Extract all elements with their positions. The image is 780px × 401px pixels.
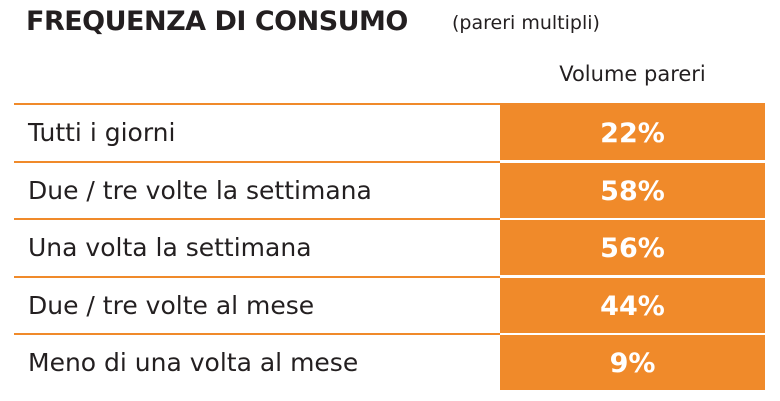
column-header: Volume pareri <box>559 62 706 86</box>
table-row: Una volta la settimana 56% <box>14 218 765 275</box>
row-value: 9% <box>500 333 765 390</box>
row-label: Due / tre volte la settimana <box>28 175 372 205</box>
title: FREQUENZA DI CONSUMO <box>26 6 408 37</box>
table-row: Due / tre volte al mese 44% <box>14 275 765 333</box>
row-value: 56% <box>500 218 765 275</box>
row-label: Meno di una volta al mese <box>28 348 359 377</box>
row-value: 44% <box>500 275 765 333</box>
subtitle: (pareri multipli) <box>452 12 600 34</box>
row-label: Tutti i giorni <box>28 118 176 147</box>
table-row: Tutti i giorni 22% <box>14 103 765 160</box>
table-row: Due / tre volte la settimana 58% <box>14 160 765 218</box>
row-value: 22% <box>500 103 765 160</box>
row-value: 58% <box>500 160 765 218</box>
row-label: Due / tre volte al mese <box>28 290 315 320</box>
row-label: Una volta la settimana <box>28 233 312 262</box>
table-row: Meno di una volta al mese 9% <box>14 333 765 390</box>
